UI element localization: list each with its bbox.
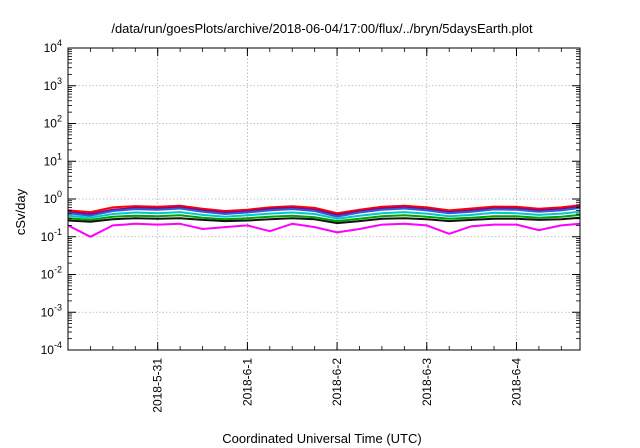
series-line-2: [67, 205, 581, 216]
tick-marks: [67, 47, 580, 351]
y-tick-label: 100: [44, 189, 62, 206]
y-tick-label: 10-2: [41, 265, 62, 282]
y-tick-label: 10-4: [41, 340, 62, 357]
tick-labels: 10-4 10-3 10-2 10-1 100 101 102 103 104 2018-5-31…: [41, 38, 524, 413]
x-tick-label: 2018-5-31: [151, 358, 165, 413]
series-line-6: [67, 216, 581, 225]
y-tick-label: 104: [44, 38, 62, 55]
series-line-5: [67, 213, 581, 223]
series-line-4: [67, 210, 581, 220]
x-axis-title: Coordinated Universal Time (UTC): [222, 431, 421, 446]
x-tick-label: 2018-6-4: [509, 358, 523, 406]
y-tick-label: 10-3: [41, 302, 62, 319]
grid-lines: [68, 48, 580, 350]
chart-title: /data/run/goesPlots/archive/2018-06-04/1…: [111, 21, 533, 36]
y-tick-label: 103: [44, 76, 62, 93]
y-tick-label: 101: [44, 151, 62, 168]
series-layer: [67, 204, 581, 238]
x-tick-label: 2018-6-2: [330, 358, 344, 406]
x-tick-label: 2018-6-3: [420, 358, 434, 406]
y-tick-label: 102: [44, 114, 62, 131]
series-line-1: [67, 204, 581, 215]
series-line-3: [67, 206, 581, 218]
x-tick-label: 2018-6-1: [240, 358, 254, 406]
series-line-7: [67, 222, 581, 238]
y-axis-title: cSv/day: [13, 188, 28, 235]
y-tick-label: 10-1: [41, 227, 62, 244]
